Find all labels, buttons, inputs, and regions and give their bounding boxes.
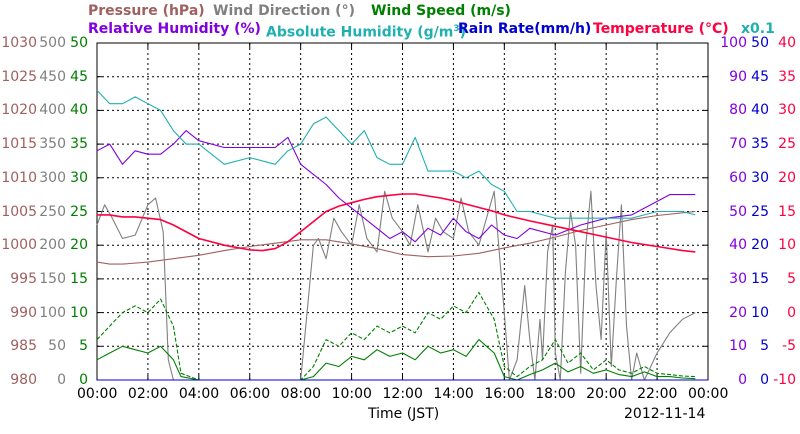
x-tick-label: 00:00	[77, 386, 118, 402]
y-tick-label-wind-speed: 20	[70, 237, 88, 254]
x-tick-label: 16:00	[484, 386, 525, 402]
x-axis-label: Time (JST)	[368, 406, 440, 422]
y-tick-label-relative-humidity: 0	[738, 372, 747, 388]
y-tick-label-relative-humidity: 20	[729, 304, 747, 321]
y-tick-label-relative-humidity: 60	[729, 169, 747, 186]
legend-wind-direction: Wind Direction (°)	[213, 3, 355, 19]
y-tick-label-rain-rate: 40	[751, 102, 769, 119]
y-tick-label-temperature: -10	[773, 372, 796, 388]
x-tick-label: 14:00	[433, 386, 474, 402]
y-tick-label-relative-humidity: 30	[729, 270, 747, 287]
y-tick-label-temperature: 25	[778, 136, 796, 153]
y-tick-label-temperature: 0	[787, 304, 796, 321]
x-tick-label: 08:00	[280, 386, 322, 402]
y-tick-label-temperature: 5	[787, 270, 796, 287]
y-tick-label-relative-humidity: 10	[729, 338, 747, 355]
y-tick-label-wind-speed: 25	[70, 203, 88, 220]
y-tick-label-wind-direction: 250	[39, 203, 66, 220]
legend-scale-note: x0.1	[741, 21, 775, 37]
chart-date: 2012-11-14	[624, 406, 706, 422]
y-tick-label-relative-humidity: 50	[729, 203, 747, 220]
y-tick-label-wind-speed: 45	[70, 68, 88, 85]
y-tick-label-temperature: 10	[778, 237, 796, 254]
y-tick-label-wind-speed: 10	[70, 304, 88, 321]
series-wind-speed	[96, 339, 696, 381]
y-tick-label-rain-rate: 30	[751, 169, 769, 186]
legend-rain-rate: Rain Rate(mm/h)	[458, 21, 592, 37]
y-tick-label-wind-direction: 150	[39, 270, 66, 287]
x-tick-label: 22:00	[637, 386, 678, 402]
legend-relative-humidity: Relative Humidity (%)	[88, 21, 261, 37]
y-tick-label-relative-humidity: 90	[729, 68, 747, 85]
y-tick-label-pressure: 1025	[1, 68, 37, 85]
y-tick-label-pressure: 1020	[1, 102, 37, 119]
x-tick-label: 06:00	[229, 386, 271, 402]
x-tick-label: 00:00	[688, 386, 729, 402]
y-tick-label-rain-rate: 25	[751, 203, 769, 220]
y-tick-label-pressure: 1030	[1, 35, 37, 51]
series-wind-speed-gust	[96, 291, 696, 381]
y-tick-label-rain-rate: 15	[751, 270, 769, 287]
series-wind-direction	[96, 190, 696, 381]
y-tick-label-temperature: 40	[778, 35, 796, 51]
y-tick-label-pressure: 995	[10, 270, 37, 287]
y-tick-label-relative-humidity: 100	[720, 35, 747, 51]
y-tick-label-wind-speed: 0	[79, 372, 88, 388]
y-tick-label-wind-speed: 50	[70, 35, 88, 51]
y-tick-label-wind-speed: 5	[79, 338, 88, 355]
x-tick-label: 12:00	[382, 386, 423, 402]
y-tick-label-relative-humidity: 80	[729, 102, 747, 119]
x-tick-label: 10:00	[331, 386, 372, 402]
y-tick-label-wind-direction: 450	[39, 68, 66, 85]
y-tick-label-wind-speed: 40	[70, 102, 88, 119]
y-tick-label-pressure: 985	[10, 338, 37, 355]
legend-absolute-humidity: Absolute Humidity (g/m3)	[266, 24, 467, 41]
series-absolute-humidity	[96, 89, 696, 219]
y-tick-label-temperature: 20	[778, 169, 796, 186]
y-tick-label-wind-direction: 400	[39, 102, 66, 119]
x-tick-label: 18:00	[535, 386, 576, 402]
series-temperature	[97, 193, 696, 253]
x-tick-label: 20:00	[586, 386, 627, 402]
y-tick-label-wind-direction: 100	[39, 304, 66, 321]
y-tick-label-wind-direction: 300	[39, 169, 66, 186]
y-tick-label-wind-direction: 500	[39, 35, 66, 51]
y-tick-label-rain-rate: 0	[760, 372, 769, 388]
y-tick-label-temperature: 30	[778, 102, 796, 119]
legend-wind-speed: Wind Speed (m/s)	[371, 3, 511, 19]
legend-temperature: Temperature (°C)	[593, 21, 729, 37]
y-tick-label-pressure: 1010	[1, 169, 37, 186]
y-tick-label-wind-speed: 30	[70, 169, 88, 186]
x-tick-label: 04:00	[178, 386, 220, 402]
y-tick-label-pressure: 1000	[1, 237, 37, 254]
legend-pressure: Pressure (hPa)	[88, 3, 205, 19]
x-tick-label: 02:00	[127, 386, 169, 402]
y-tick-label-wind-direction: 50	[48, 338, 66, 355]
y-tick-label-rain-rate: 5	[760, 338, 769, 355]
y-tick-label-temperature: -5	[782, 338, 796, 355]
y-tick-label-rain-rate: 50	[751, 35, 769, 51]
y-tick-label-pressure: 1015	[1, 136, 37, 153]
y-tick-label-pressure: 980	[10, 372, 37, 388]
y-tick-label-pressure: 990	[10, 304, 37, 321]
y-tick-label-wind-speed: 35	[70, 136, 88, 153]
y-tick-label-relative-humidity: 40	[729, 237, 747, 254]
y-tick-label-wind-direction: 350	[39, 136, 66, 153]
y-tick-label-rain-rate: 35	[751, 136, 769, 153]
y-tick-label-temperature: 35	[778, 68, 796, 85]
y-tick-label-wind-speed: 15	[70, 270, 88, 287]
y-tick-label-pressure: 1005	[1, 203, 37, 220]
y-tick-label-temperature: 15	[778, 203, 796, 220]
y-tick-label-rain-rate: 20	[751, 237, 769, 254]
y-tick-label-relative-humidity: 70	[729, 136, 747, 153]
y-tick-label-rain-rate: 10	[751, 304, 769, 321]
y-tick-label-wind-direction: 200	[39, 237, 66, 254]
y-tick-label-wind-direction: 0	[57, 372, 66, 388]
series-pressure	[96, 210, 696, 265]
y-tick-label-rain-rate: 45	[751, 68, 769, 85]
